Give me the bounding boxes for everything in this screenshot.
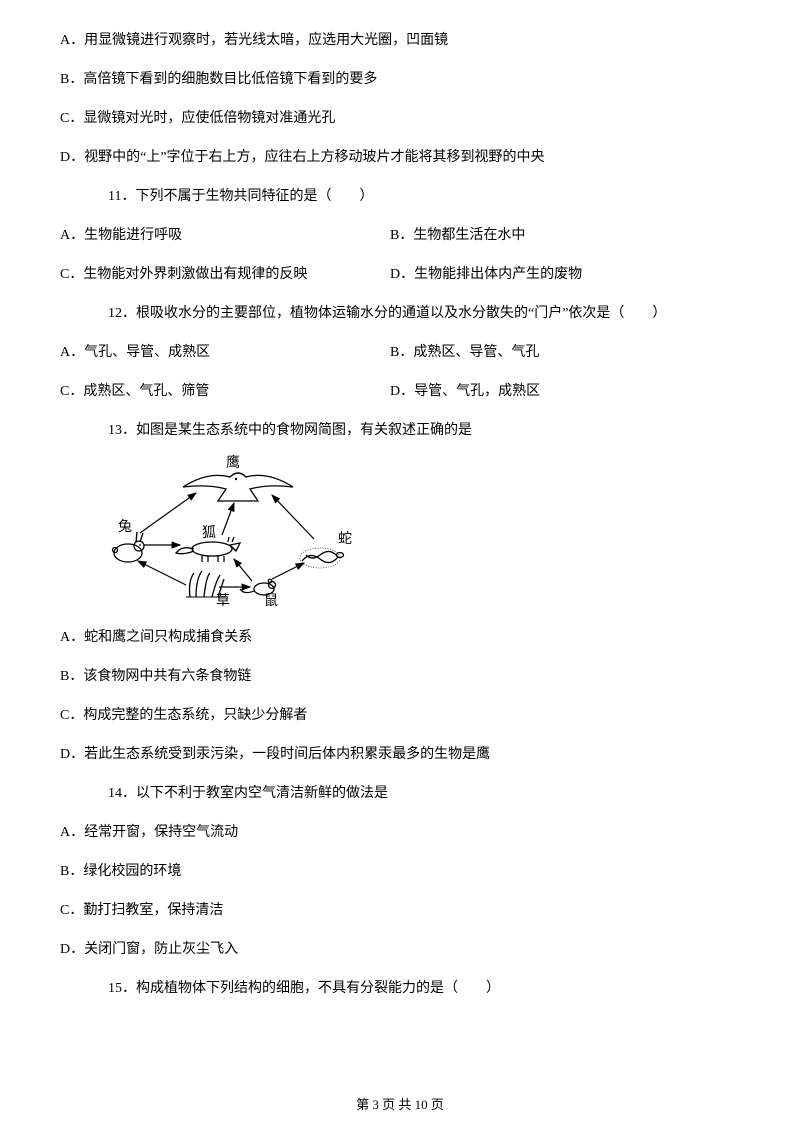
q12-option-c: C．成熟区、气孔、筛管 xyxy=(60,381,390,402)
label-eagle: 鹰 xyxy=(226,453,240,474)
q14-option-a: A．经常开窗，保持空气流动 xyxy=(60,822,740,843)
q11-option-a: A．生物能进行呼吸 xyxy=(60,225,390,246)
q10-option-d: D．视野中的“上”字位于右上方，应往右上方移动玻片才能将其移到视野的中央 xyxy=(60,147,740,168)
q12-stem: 12．根吸收水分的主要部位，植物体运输水分的通道以及水分散失的“门户”依次是（ … xyxy=(60,303,740,324)
q13-option-d: D．若此生态系统受到汞污染，一段时间后体内积累汞最多的生物是鹰 xyxy=(60,744,740,765)
label-snake: 蛇 xyxy=(338,529,352,550)
q14-option-d: D．关闭门窗，防止灰尘飞入 xyxy=(60,939,740,960)
q15-stem: 15．构成植物体下列结构的细胞，不具有分裂能力的是（ ） xyxy=(60,978,740,999)
label-mouse: 鼠 xyxy=(264,591,278,612)
q13-option-a: A．蛇和鹰之间只构成捕食关系 xyxy=(60,627,740,648)
q11-option-b: B．生物都生活在水中 xyxy=(390,225,525,246)
page-footer: 第 3 页 共 10 页 xyxy=(0,1095,800,1115)
q14-option-b: B．绿化校园的环境 xyxy=(60,861,740,882)
q12-option-b: B．成熟区、导管、气孔 xyxy=(390,342,539,363)
q13-option-b: B．该食物网中共有六条食物链 xyxy=(60,666,740,687)
q11-stem: 11．下列不属于生物共同特征的是（ ） xyxy=(60,186,740,207)
q13-stem: 13．如图是某生态系统中的食物网简图，有关叙述正确的是 xyxy=(60,420,740,441)
q13-option-c: C．构成完整的生态系统，只缺少分解者 xyxy=(60,705,740,726)
q10-option-a: A．用显微镜进行观察时，若光线太暗，应选用大光圈，凹面镜 xyxy=(60,30,740,51)
label-grass: 草 xyxy=(216,591,230,612)
q12-option-d: D．导管、气孔，成熟区 xyxy=(390,381,540,402)
food-web-diagram: 鹰 兔 狐 蛇 草 鼠 xyxy=(104,459,372,609)
label-rabbit: 兔 xyxy=(118,517,132,538)
q14-stem: 14．以下不利于教室内空气清洁新鲜的做法是 xyxy=(60,783,740,804)
label-fox: 狐 xyxy=(202,523,216,544)
q12-option-a: A．气孔、导管、成熟区 xyxy=(60,342,390,363)
q10-option-c: C．显微镜对光时，应使低倍物镜对准通光孔 xyxy=(60,108,740,129)
q14-option-c: C．勤打扫教室，保持清洁 xyxy=(60,900,740,921)
q11-option-c: C．生物能对外界刺激做出有规律的反映 xyxy=(60,264,390,285)
q11-option-d: D．生物能排出体内产生的废物 xyxy=(390,264,582,285)
q10-option-b: B．高倍镜下看到的细胞数目比低倍镜下看到的要多 xyxy=(60,69,740,90)
